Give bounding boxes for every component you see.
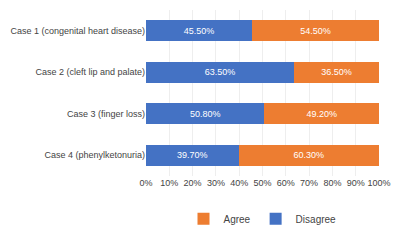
- svg-text:10%: 10%: [160, 178, 178, 188]
- svg-text:50%: 50%: [253, 178, 271, 188]
- svg-text:40%: 40%: [230, 178, 248, 188]
- svg-text:90%: 90%: [347, 178, 365, 188]
- svg-text:Disagree: Disagree: [296, 214, 336, 225]
- svg-text:63.50%: 63.50%: [205, 67, 236, 77]
- svg-text:0%: 0%: [139, 178, 152, 188]
- svg-text:100%: 100%: [367, 178, 390, 188]
- svg-text:Case 2 (cleft lip and palate): Case 2 (cleft lip and palate): [35, 67, 145, 77]
- svg-text:Case 4 (phenylketonuria): Case 4 (phenylketonuria): [44, 150, 145, 160]
- svg-text:54.50%: 54.50%: [300, 26, 331, 36]
- svg-text:20%: 20%: [184, 178, 202, 188]
- svg-text:36.50%: 36.50%: [321, 67, 352, 77]
- svg-text:80%: 80%: [323, 178, 341, 188]
- svg-text:45.50%: 45.50%: [184, 26, 215, 36]
- svg-text:60.30%: 60.30%: [293, 150, 324, 160]
- svg-text:Agree: Agree: [224, 214, 251, 225]
- svg-text:49.20%: 49.20%: [306, 109, 337, 119]
- svg-text:Case 1 (congenital heart disea: Case 1 (congenital heart disease): [10, 26, 145, 36]
- svg-text:30%: 30%: [207, 178, 225, 188]
- svg-text:39.70%: 39.70%: [177, 150, 208, 160]
- svg-text:60%: 60%: [277, 178, 295, 188]
- svg-text:Case 3 (finger loss): Case 3 (finger loss): [67, 109, 145, 119]
- svg-text:50.80%: 50.80%: [190, 109, 221, 119]
- svg-text:70%: 70%: [300, 178, 318, 188]
